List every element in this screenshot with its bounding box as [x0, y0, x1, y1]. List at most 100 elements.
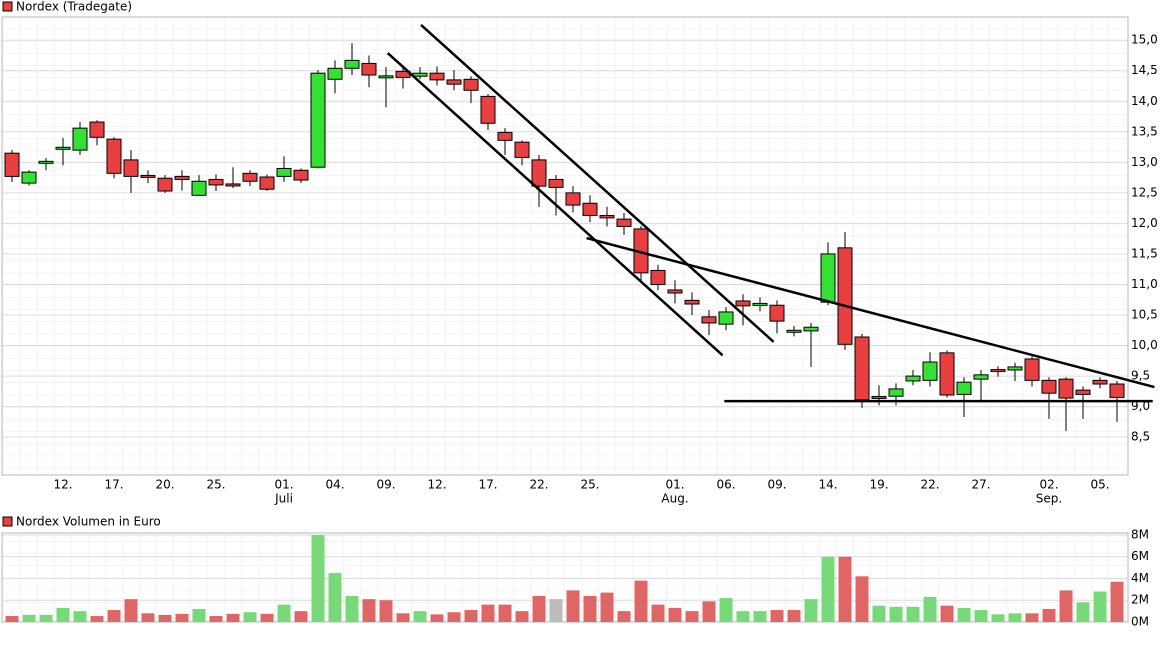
- candle-body: [565, 192, 581, 206]
- candle-body: [106, 138, 122, 174]
- bar: [1110, 581, 1124, 622]
- candle-body: [667, 289, 683, 294]
- bar: [107, 610, 121, 622]
- bar: [1042, 608, 1056, 622]
- y-tick-label: 9,0: [1131, 399, 1150, 413]
- bar: [209, 616, 223, 622]
- candle-body: [871, 395, 887, 399]
- bar: [855, 576, 869, 622]
- y-tick-label: 8,5: [1131, 430, 1150, 444]
- candle-body: [276, 167, 292, 177]
- candle-body: [242, 172, 258, 182]
- bar: [668, 607, 682, 622]
- x-month-label: Juli: [274, 492, 293, 506]
- bar: [1076, 602, 1090, 622]
- y-tick-label: 10,0: [1131, 338, 1158, 352]
- x-month-label: Sep.: [1036, 492, 1062, 506]
- bar: [821, 556, 835, 622]
- bar: [39, 614, 53, 622]
- bar: [362, 599, 376, 622]
- bar: [753, 611, 767, 622]
- bar: [141, 613, 155, 622]
- bar: [1008, 613, 1022, 622]
- bar: [1025, 613, 1039, 622]
- bar: [787, 610, 801, 622]
- trend-line: [586, 236, 1155, 389]
- candle-body: [616, 218, 632, 227]
- candle-body: [582, 202, 598, 216]
- bar: [1093, 591, 1107, 622]
- candle-body: [939, 352, 955, 396]
- x-tick-label: 02.: [1039, 478, 1058, 492]
- candle-body: [1109, 383, 1125, 398]
- candle-body: [412, 72, 428, 77]
- x-tick-label: 25.: [206, 478, 225, 492]
- bar: [260, 613, 274, 622]
- x-tick-label: 17.: [104, 478, 123, 492]
- y-tick-label: 6M: [1131, 549, 1149, 563]
- candle-body: [174, 175, 190, 180]
- bar: [634, 580, 648, 622]
- minor-grid: [2, 533, 1128, 622]
- x-tick-label: 22.: [529, 478, 548, 492]
- bar: [566, 590, 580, 622]
- bar: [804, 599, 818, 622]
- candle-body: [837, 247, 853, 345]
- bar: [396, 613, 410, 622]
- bar: [906, 606, 920, 622]
- candle-body: [956, 381, 972, 395]
- bar: [226, 613, 240, 622]
- candle-body: [888, 388, 904, 397]
- candle-body: [225, 183, 241, 187]
- candle-body: [922, 361, 938, 381]
- x-tick-label: 01.: [665, 478, 684, 492]
- bar: [1059, 590, 1073, 622]
- bar: [872, 605, 886, 622]
- candle-body: [4, 152, 20, 177]
- bar: [498, 604, 512, 622]
- candle-body: [157, 177, 173, 192]
- bar: [175, 613, 189, 622]
- candle-body: [293, 169, 309, 181]
- bar: [974, 610, 988, 622]
- candle-body: [1075, 389, 1091, 395]
- bar: [957, 607, 971, 622]
- x-tick-label: 01.: [274, 478, 293, 492]
- bar: [413, 611, 427, 622]
- plot-frame: [1, 532, 1129, 623]
- bar: [294, 611, 308, 622]
- candle-body: [310, 72, 326, 168]
- y-tick-label: 14,0: [1131, 94, 1158, 108]
- bar: [685, 611, 699, 622]
- bar: [702, 601, 716, 622]
- y-tick-label: 0M: [1131, 615, 1149, 629]
- bar: [56, 607, 70, 622]
- x-tick-label: 09.: [376, 478, 395, 492]
- x-tick-label: 12.: [427, 478, 446, 492]
- y-tick-label: 10,5: [1131, 308, 1158, 322]
- candle-body: [446, 79, 462, 85]
- bar: [651, 604, 665, 622]
- candle-body: [854, 336, 870, 401]
- bar: [328, 573, 342, 622]
- candle-body: [531, 159, 547, 187]
- y-tick-label: 12,5: [1131, 185, 1158, 199]
- bar: [345, 595, 359, 622]
- y-tick-label: 4M: [1131, 571, 1149, 585]
- bar: [838, 556, 852, 622]
- bar: [464, 610, 478, 622]
- y-tick-label: 13,0: [1131, 155, 1158, 169]
- bar: [940, 605, 954, 622]
- candle-body: [497, 131, 513, 141]
- y-tick-label: 11,5: [1131, 246, 1158, 260]
- candle-body: [89, 121, 105, 138]
- y-tick-label: 12,0: [1131, 216, 1158, 230]
- bar: [583, 595, 597, 622]
- bar: [430, 614, 444, 622]
- x-tick-label: 25.: [580, 478, 599, 492]
- candle-body: [378, 75, 394, 79]
- bar: [991, 614, 1005, 622]
- candle-body: [701, 316, 717, 324]
